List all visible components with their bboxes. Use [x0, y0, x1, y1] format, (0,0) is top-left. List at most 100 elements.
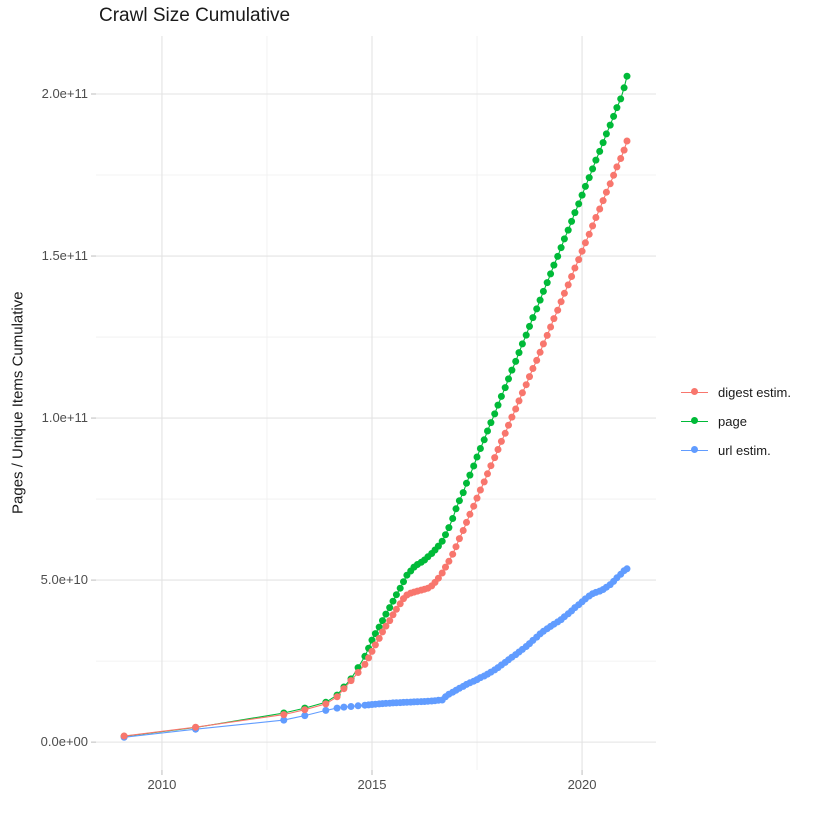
plot-area: 2010 2015 2020 0.0e+00 5.0e+10 1.0e+11 1.5e+11… — [41, 36, 656, 792]
legend-key-page — [681, 411, 708, 431]
plot-panel — [91, 36, 656, 775]
series-page-point — [589, 165, 597, 173]
series-digest-estim-point — [501, 429, 509, 437]
series-digest-estim-point — [568, 273, 576, 280]
series-digest-estim-point — [368, 647, 376, 655]
series-digest-estim-point — [442, 563, 449, 571]
series-page-point — [455, 497, 463, 505]
series-digest-estim-point — [596, 205, 604, 213]
series-digest-estim-point — [459, 527, 467, 534]
series-page-point — [533, 305, 541, 313]
series-digest-estim-point — [466, 510, 474, 518]
series-digest-estim-point — [581, 239, 589, 247]
series-digest-estim-point — [449, 550, 457, 558]
series-page-point — [522, 331, 530, 339]
series-digest-estim-point — [434, 574, 442, 582]
y-tick-label: 2.0e+11 — [41, 86, 88, 101]
series-page-point — [463, 479, 470, 487]
series-digest-estim-point — [494, 446, 502, 453]
series-page-point — [613, 104, 621, 112]
legend-item-page: page — [681, 411, 791, 431]
series-digest-estim-point — [480, 478, 488, 486]
legend-dot-icon — [690, 446, 699, 454]
series-digest-estim-point — [623, 137, 631, 145]
series-digest-estim-point — [592, 214, 600, 221]
series-digest-estim-point — [539, 340, 547, 348]
series-digest-estim-point — [547, 323, 555, 331]
series-digest-estim-point — [470, 502, 478, 510]
series-digest-estim-point — [610, 171, 618, 179]
series-digest-estim-point — [617, 155, 625, 162]
series-page-point — [606, 121, 614, 129]
series-digest-estim-point — [526, 373, 533, 381]
series-digest-estim-point — [560, 289, 568, 297]
series-digest-estim-point — [392, 605, 400, 613]
series-page-point — [557, 244, 565, 252]
series-digest-estim-point — [120, 732, 128, 740]
series-digest-estim-point — [473, 494, 481, 502]
series-page-point — [543, 279, 551, 287]
legend-key-url-estim — [681, 440, 708, 460]
series-url-estim-point — [301, 712, 309, 720]
series-digest-estim-point — [613, 163, 621, 171]
series-page-point — [547, 270, 555, 278]
series-page-point — [554, 252, 562, 260]
series-digest-estim-point — [575, 256, 583, 264]
series-url-estim-point — [347, 703, 355, 710]
legend-label: url estim. — [718, 442, 771, 458]
series-page-point — [539, 287, 547, 295]
series-page-point — [438, 537, 446, 545]
series-digest-estim-point — [484, 470, 491, 478]
series-digest-estim-point — [571, 264, 579, 272]
series-digest-estim-point — [589, 222, 597, 230]
series-page-point — [389, 597, 397, 605]
series-page-point — [484, 427, 491, 435]
series-digest-estim — [120, 137, 631, 740]
series-page-point — [459, 489, 467, 497]
series-digest-estim-point — [463, 518, 470, 526]
legend-item-digest-estim: digest estim. — [681, 382, 791, 402]
series-digest-estim-point — [375, 634, 383, 642]
series-digest-estim-point — [322, 700, 330, 708]
series-page-point — [494, 401, 502, 409]
series-digest-estim-point — [602, 188, 610, 196]
legend-dot-icon — [690, 388, 699, 396]
y-tick-label: 5.0e+10 — [40, 572, 88, 588]
series-page-point — [571, 209, 579, 217]
series-digest-estim-point — [487, 462, 495, 470]
series-digest-estim-point — [386, 617, 394, 625]
series-digest-estim-point — [508, 413, 516, 421]
series-digest-estim-point — [455, 535, 463, 543]
series-digest-estim-point — [347, 677, 355, 685]
y-tick-label: 1.0e+11 — [41, 410, 88, 426]
series-page-point — [452, 505, 460, 513]
series-page-point — [581, 182, 589, 190]
legend-dot-icon — [690, 417, 699, 425]
series-page-point — [568, 217, 576, 225]
series-page-point — [515, 349, 523, 357]
series-page-point — [578, 191, 586, 199]
series-digest-estim-point — [554, 306, 562, 314]
series-page-point — [620, 84, 628, 92]
series-digest-estim-point — [280, 711, 288, 719]
series-digest-estim-point — [505, 421, 512, 429]
series-page-point — [596, 147, 604, 155]
series-digest-estim-point — [518, 389, 526, 397]
series-digest-estim-point — [476, 486, 484, 494]
series-digest-estim-point — [497, 437, 505, 445]
legend-item-url-estim: url estim. — [681, 440, 791, 460]
series-page-point — [575, 200, 583, 208]
series-page-point — [445, 524, 453, 532]
series-page-point — [379, 617, 386, 625]
series-digest-estim-point — [452, 543, 460, 551]
legend-label: page — [718, 413, 747, 429]
series-page-point — [473, 453, 481, 461]
series-digest-estim-point — [512, 405, 520, 413]
series-digest-estim-point — [585, 230, 593, 238]
series-page-point — [487, 419, 495, 427]
series-digest-estim-point — [301, 706, 309, 714]
series-page-point — [442, 531, 449, 539]
series-page-point — [518, 340, 526, 348]
series-page-point — [529, 314, 537, 322]
